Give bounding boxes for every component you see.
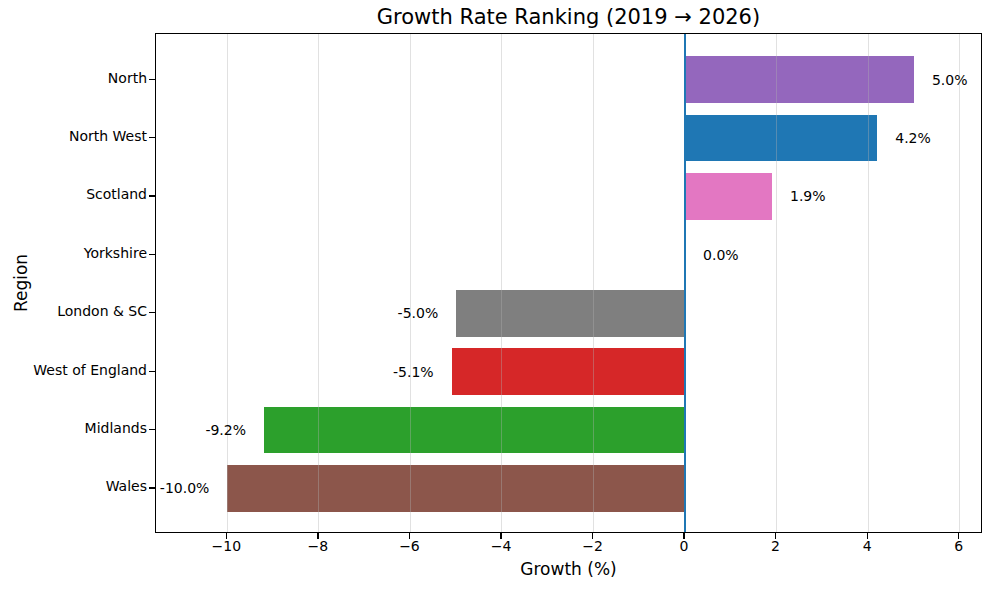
bar-value-label-west-of-england: -5.1% <box>393 364 434 380</box>
bar-london-sc <box>456 290 685 337</box>
x-tick-label-6: 6 <box>929 538 989 554</box>
y-tick-mark-midlands <box>149 429 155 430</box>
bar-scotland <box>685 173 772 220</box>
y-tick-label-wales: Wales <box>0 478 147 494</box>
gridline-x--10 <box>227 34 228 532</box>
x-tick-mark-0 <box>683 533 684 539</box>
y-tick-mark-north <box>149 79 155 80</box>
y-tick-label-midlands: Midlands <box>0 420 147 436</box>
bar-midlands <box>264 407 685 454</box>
x-tick-label-0: 0 <box>654 538 714 554</box>
y-axis-label: Region <box>11 254 31 312</box>
bar-value-label-scotland: 1.9% <box>790 188 826 204</box>
y-tick-label-west-of-england: West of England <box>0 362 147 378</box>
y-tick-mark-north-west <box>149 137 155 138</box>
bar-wales <box>227 465 685 512</box>
chart-title: Growth Rate Ranking (2019 → 2026) <box>155 5 982 29</box>
zero-reference-line <box>684 34 686 532</box>
x-tick-mark--8 <box>317 533 318 539</box>
x-tick-label-2: 2 <box>746 538 806 554</box>
y-tick-mark-wales <box>149 487 155 488</box>
y-tick-label-scotland: Scotland <box>0 186 147 202</box>
gridline-x-2 <box>776 34 777 532</box>
gridline-x-6 <box>959 34 960 532</box>
y-tick-label-north-west: North West <box>0 128 147 144</box>
x-tick-label--10: −10 <box>196 538 256 554</box>
gridline-x-4 <box>868 34 869 532</box>
gridline-x--2 <box>593 34 594 532</box>
bar-value-label-yorkshire: 0.0% <box>703 247 739 263</box>
bar-value-label-london-sc: -5.0% <box>398 305 439 321</box>
x-tick-label--8: −8 <box>288 538 348 554</box>
y-tick-mark-scotland <box>149 195 155 196</box>
y-tick-label-north: North <box>0 70 147 86</box>
bar-value-label-north: 5.0% <box>932 72 968 88</box>
y-tick-mark-west-of-england <box>149 371 155 372</box>
x-tick-mark-6 <box>958 533 959 539</box>
x-axis-label: Growth (%) <box>155 559 982 579</box>
bar-value-label-north-west: 4.2% <box>895 130 931 146</box>
y-tick-mark-london-sc <box>149 312 155 313</box>
bar-chart-figure: Growth Rate Ranking (2019 → 2026) 5.0% 4.… <box>0 0 989 590</box>
x-tick-mark-4 <box>867 533 868 539</box>
bar-value-label-midlands: -9.2% <box>205 422 246 438</box>
gridline-x--6 <box>410 34 411 532</box>
bar-north <box>685 56 914 103</box>
bar-north-west <box>685 115 877 162</box>
x-tick-mark--6 <box>409 533 410 539</box>
x-tick-label--2: −2 <box>563 538 623 554</box>
x-tick-mark--10 <box>226 533 227 539</box>
x-tick-label--4: −4 <box>471 538 531 554</box>
x-tick-mark--2 <box>592 533 593 539</box>
x-tick-mark-2 <box>775 533 776 539</box>
x-tick-mark--4 <box>500 533 501 539</box>
plot-area: 5.0% 4.2% 1.9% 0.0% -5.0% -5.1% -9.2% -10.0% <box>155 33 982 533</box>
bar-west-of-england <box>452 348 685 395</box>
x-tick-label--6: −6 <box>379 538 439 554</box>
bar-value-label-wales: -10.0% <box>160 480 210 496</box>
gridline-x--4 <box>501 34 502 532</box>
y-tick-mark-yorkshire <box>149 254 155 255</box>
x-tick-label-4: 4 <box>837 538 897 554</box>
gridline-x--8 <box>318 34 319 532</box>
